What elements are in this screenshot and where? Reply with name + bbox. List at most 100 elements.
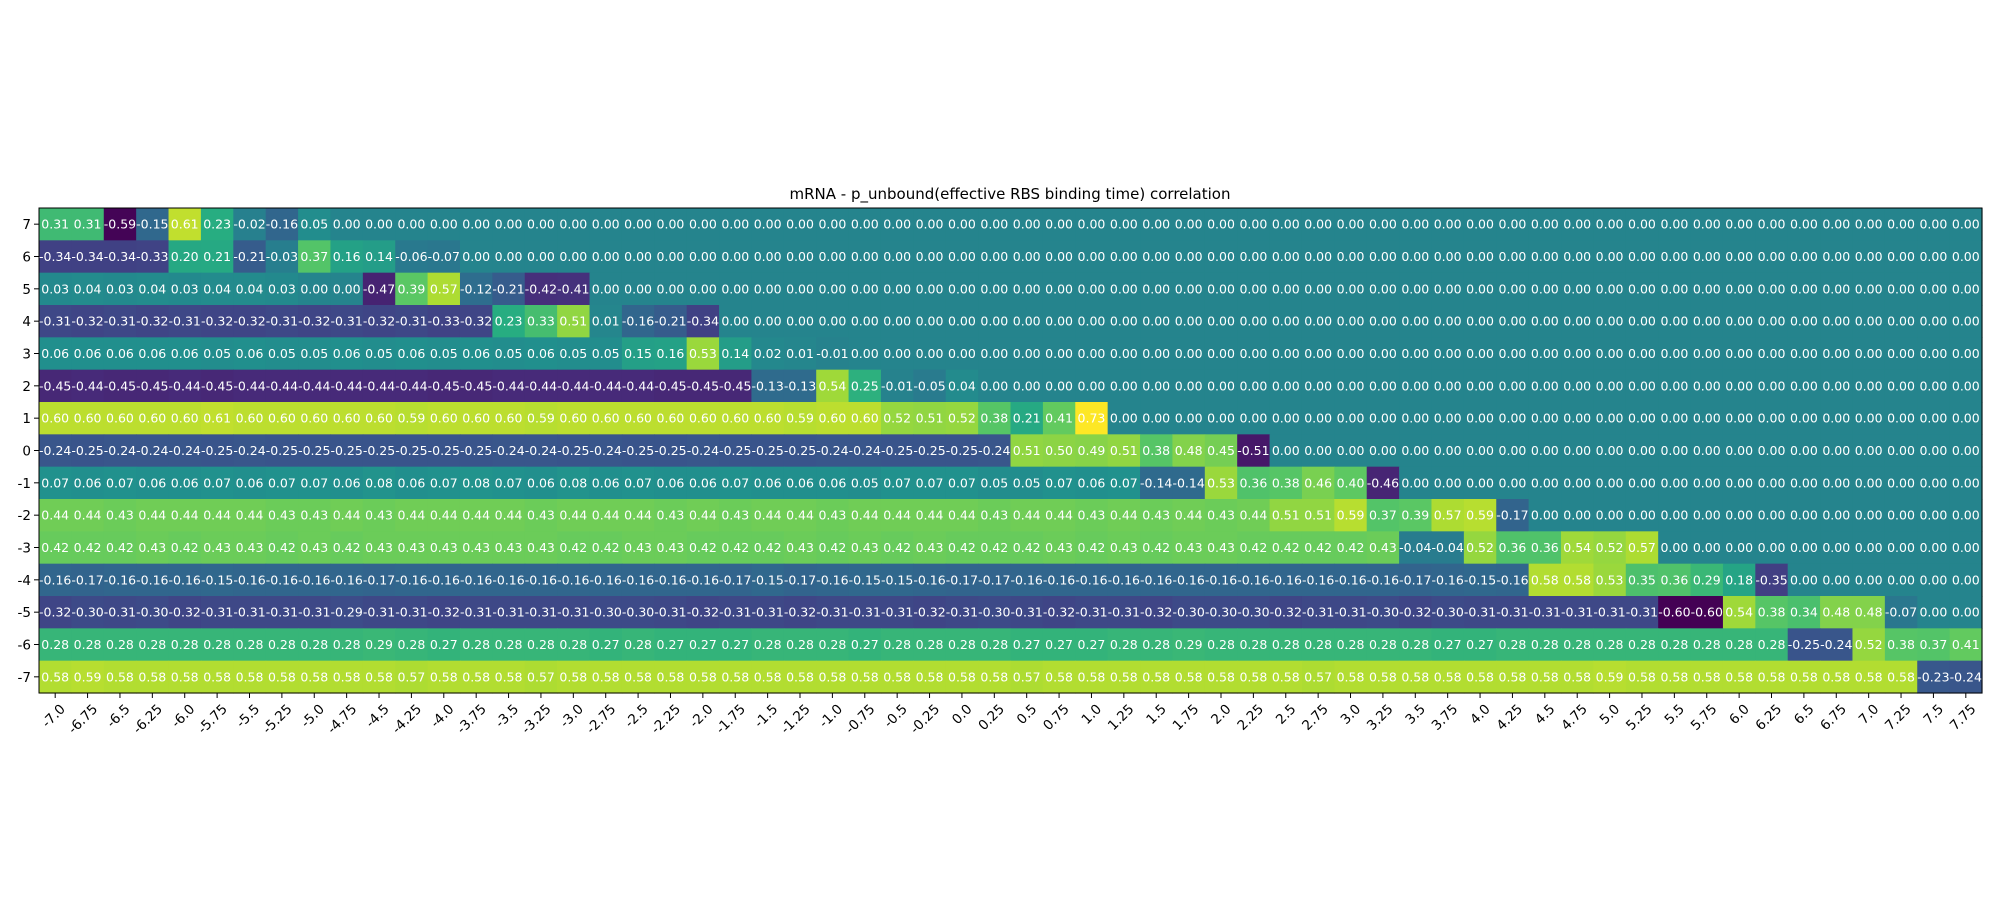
cell-value-label: 0.51 [559, 314, 587, 329]
heatmap-cell [848, 402, 882, 435]
heatmap-cell [1140, 337, 1174, 371]
cell-value-label: 0.60 [268, 411, 296, 426]
heatmap-cell [1463, 434, 1497, 468]
heatmap-cell [1496, 466, 1530, 500]
heatmap-cell [816, 466, 850, 500]
heatmap-cell [265, 596, 299, 629]
heatmap-cell [1334, 563, 1368, 597]
heatmap-cell [945, 369, 979, 403]
heatmap-cell [1204, 434, 1238, 468]
heatmap-cell [233, 369, 267, 403]
cell-value-label: 0.00 [1790, 411, 1818, 426]
cell-value-label: 0.00 [1175, 378, 1203, 393]
cell-value-label: 0.00 [527, 249, 555, 264]
heatmap-cell [557, 402, 591, 435]
heatmap-cell [298, 240, 332, 274]
heatmap-cell [492, 596, 526, 629]
cell-value-label: 0.60 [171, 411, 199, 426]
heatmap-cell [1949, 240, 1983, 274]
heatmap-cell [1107, 337, 1141, 371]
y-tick-label: -3 [18, 541, 31, 557]
heatmap-cell [39, 466, 72, 500]
cell-value-label: 0.44 [754, 508, 782, 523]
cell-value-label: 0.05 [268, 346, 296, 361]
heatmap-cell [686, 240, 720, 274]
cell-value-label: 0.60 [721, 411, 749, 426]
heatmap-cell [686, 337, 720, 371]
heatmap-cell [1496, 305, 1530, 338]
cell-value-label: 0.28 [268, 637, 296, 652]
heatmap-cell [1787, 596, 1821, 629]
cell-value-label: 0.00 [1758, 346, 1786, 361]
heatmap-cell [1140, 531, 1174, 565]
heatmap-cell [362, 240, 396, 274]
heatmap-cell [621, 531, 655, 565]
heatmap-cell [1917, 596, 1951, 629]
heatmap-cell [1334, 402, 1368, 435]
cell-value-label: 0.28 [1725, 637, 1753, 652]
cell-value-label: 0.00 [1337, 346, 1365, 361]
heatmap-cell [1042, 660, 1076, 694]
x-tick-label: 4.0 [1467, 701, 1494, 728]
cell-value-label: 0.06 [754, 475, 782, 490]
cell-value-label: 0.00 [1142, 314, 1170, 329]
x-tick-label: -5.0 [298, 701, 328, 731]
cell-value-label: 0.28 [1628, 637, 1656, 652]
heatmap-cell [1496, 596, 1530, 629]
cell-value-label: 0.14 [365, 249, 393, 264]
heatmap-cell [492, 628, 526, 662]
cell-value-label: -0.31 [719, 605, 751, 620]
heatmap-cell [1042, 563, 1076, 597]
x-tick-label: -6.25 [130, 701, 166, 737]
heatmap-cell [1625, 208, 1659, 241]
heatmap-cell [427, 337, 461, 371]
heatmap-cell [39, 531, 72, 565]
heatmap-cell [1820, 402, 1854, 435]
cell-value-label: 0.01 [592, 314, 620, 329]
heatmap-cell [1204, 272, 1238, 306]
heatmap-cell [459, 531, 493, 565]
heatmap-cell [557, 466, 591, 500]
cell-value-label: 0.42 [41, 540, 69, 555]
cell-value-label: 0.44 [236, 508, 264, 523]
cell-value-label: 0.00 [1369, 314, 1397, 329]
x-tick-label: 5.25 [1623, 701, 1656, 734]
cell-value-label: -0.30 [1431, 605, 1463, 620]
cell-value-label: 0.28 [1304, 637, 1332, 652]
heatmap-cell [168, 466, 202, 500]
heatmap-cell [654, 563, 688, 597]
heatmap-cell [783, 305, 817, 338]
heatmap-cell [1722, 305, 1756, 338]
cell-value-label: 0.00 [1401, 217, 1429, 232]
heatmap-cell [848, 563, 882, 597]
heatmap-cell [654, 628, 688, 662]
heatmap-cell [1431, 660, 1465, 694]
heatmap-cell [103, 531, 137, 565]
cell-value-label: 0.00 [1628, 443, 1656, 458]
cell-value-label: 0.61 [171, 217, 199, 232]
cell-value-label: 0.60 [333, 411, 361, 426]
heatmap-cell [427, 434, 461, 468]
cell-value-label: 0.00 [1401, 314, 1429, 329]
cell-value-label: 0.52 [1855, 637, 1883, 652]
heatmap-cell [880, 402, 914, 435]
cell-value-label: 0.00 [1725, 346, 1753, 361]
cell-value-label: 0.03 [106, 281, 134, 296]
cell-value-label: 0.00 [1434, 249, 1462, 264]
heatmap-cell [751, 660, 785, 694]
heatmap-cell [1561, 208, 1594, 241]
cell-value-label: 0.01 [786, 346, 814, 361]
heatmap-cell [589, 305, 623, 338]
heatmap-cell [168, 499, 202, 532]
heatmap-cell [1463, 596, 1497, 629]
heatmap-cell [1625, 466, 1659, 500]
heatmap-cell [1366, 434, 1400, 468]
cell-value-label: 0.00 [1531, 249, 1559, 264]
cell-value-label: 0.00 [916, 249, 944, 264]
cell-value-label: 0.00 [1952, 508, 1980, 523]
heatmap-cell [362, 499, 396, 532]
cell-value-label: 0.00 [1045, 346, 1073, 361]
cell-value-label: 0.00 [1596, 475, 1624, 490]
heatmap-cell [298, 563, 332, 597]
cell-value-label: 0.21 [1013, 411, 1041, 426]
